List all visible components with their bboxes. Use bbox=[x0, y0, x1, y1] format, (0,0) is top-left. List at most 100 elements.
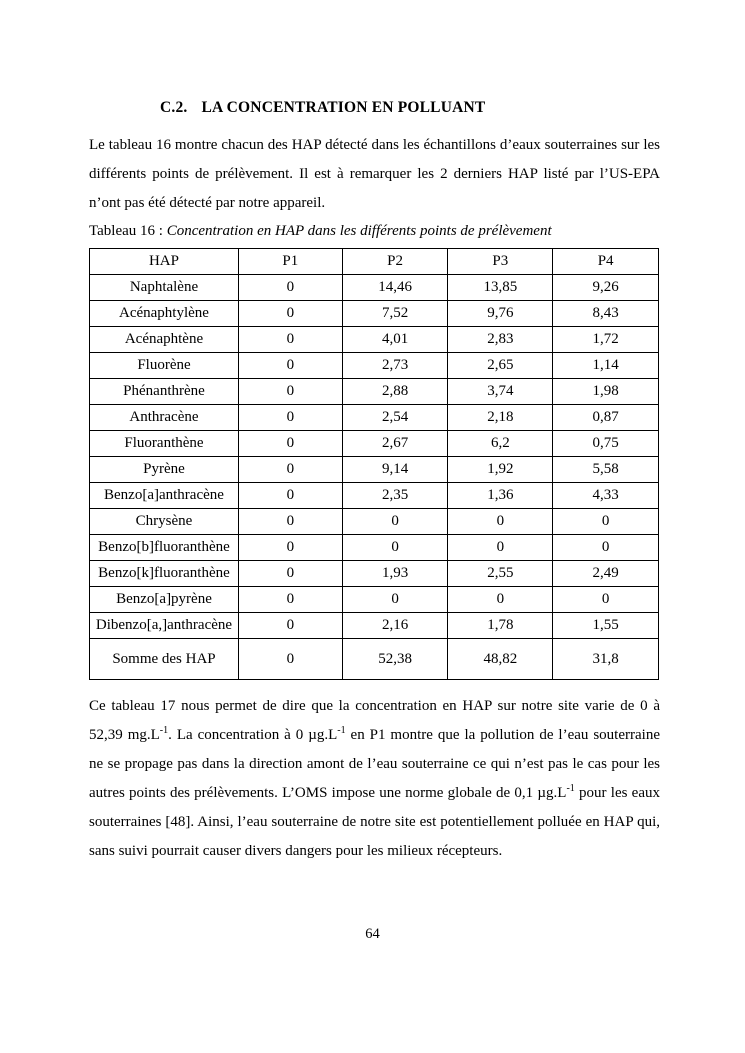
page-content: C.2. LA CONCENTRATION EN POLLUANT Le tabl… bbox=[89, 99, 660, 866]
table-cell: 0 bbox=[237, 534, 343, 561]
table-row: Benzo[k]fluoranthène 0 1,93 2,55 2,49 bbox=[89, 560, 659, 587]
table-cell: 0 bbox=[447, 534, 554, 561]
table-header-cell: HAP bbox=[89, 248, 239, 275]
table-cell: 0 bbox=[552, 534, 659, 561]
table-cell: Fluoranthène bbox=[89, 430, 239, 457]
table-cell: 0,75 bbox=[552, 430, 659, 457]
table-cell: 14,46 bbox=[341, 274, 449, 301]
table-row: Dibenzo[a,]anthracène 0 2,16 1,78 1,55 bbox=[89, 612, 659, 639]
table-cell: 0 bbox=[237, 378, 343, 405]
hap-table: HAP P1 P2 P3 P4 Naphtalène 0 14,46 13,85 9,26 Acé… bbox=[89, 248, 659, 680]
table-row: Naphtalène 0 14,46 13,85 9,26 bbox=[89, 274, 659, 301]
table-cell: 0,87 bbox=[552, 404, 659, 431]
table-cell: 1,98 bbox=[552, 378, 659, 405]
table-header-cell: P1 bbox=[237, 248, 343, 275]
table-caption: Tableau 16 : Concentration en HAP dans l… bbox=[89, 220, 660, 242]
table-cell: 0 bbox=[237, 612, 343, 639]
table-cell: 0 bbox=[341, 534, 449, 561]
table-cell: 2,35 bbox=[341, 482, 449, 509]
table-cell: 0 bbox=[341, 586, 449, 613]
unit-exponent: -1 bbox=[337, 725, 346, 736]
table-cell: Acénaphtène bbox=[89, 326, 239, 353]
table-cell: Fluorène bbox=[89, 352, 239, 379]
table-header-cell: P4 bbox=[552, 248, 659, 275]
table-header-row: HAP P1 P2 P3 P4 bbox=[89, 248, 659, 275]
table-cell: 0 bbox=[237, 586, 343, 613]
table-cell: 2,18 bbox=[447, 404, 554, 431]
table-cell: 48,82 bbox=[447, 638, 554, 680]
table-cell: 0 bbox=[237, 274, 343, 301]
table-row: Benzo[a]anthracène 0 2,35 1,36 4,33 bbox=[89, 482, 659, 509]
table-cell: 3,74 bbox=[447, 378, 554, 405]
table-row: Acénaphtène 0 4,01 2,83 1,72 bbox=[89, 326, 659, 353]
table-cell: Dibenzo[a,]anthracène bbox=[89, 612, 239, 639]
table-cell: 0 bbox=[237, 482, 343, 509]
table-cell: 31,8 bbox=[552, 638, 659, 680]
section-number: C.2. bbox=[160, 99, 188, 116]
table-cell: 4,33 bbox=[552, 482, 659, 509]
table-cell: 2,54 bbox=[341, 404, 449, 431]
table-cell: Benzo[k]fluoranthène bbox=[89, 560, 239, 587]
table-cell: Pyrène bbox=[89, 456, 239, 483]
intro-paragraph: Le tableau 16 montre chacun des HAP déte… bbox=[89, 137, 660, 211]
table-cell: Phénanthrène bbox=[89, 378, 239, 405]
table-cell: 5,58 bbox=[552, 456, 659, 483]
table-cell: 52,38 bbox=[341, 638, 449, 680]
table-cell: Acénaphtylène bbox=[89, 300, 239, 327]
table-cell: 0 bbox=[237, 560, 343, 587]
table-cell: 1,55 bbox=[552, 612, 659, 639]
table-cell: 1,93 bbox=[341, 560, 449, 587]
table-cell: 2,67 bbox=[341, 430, 449, 457]
table-cell: Benzo[a]pyrène bbox=[89, 586, 239, 613]
section-heading: C.2. LA CONCENTRATION EN POLLUANT bbox=[89, 99, 660, 117]
table-cell: 1,72 bbox=[552, 326, 659, 353]
caption-title: Concentration en HAP dans les différents… bbox=[166, 223, 552, 239]
table-cell: 2,55 bbox=[447, 560, 554, 587]
table-row: Chrysène 0 0 0 0 bbox=[89, 508, 659, 535]
table-cell: 4,01 bbox=[341, 326, 449, 353]
table-header-cell: P2 bbox=[341, 248, 449, 275]
table-cell: 1,36 bbox=[447, 482, 554, 509]
table-cell: 0 bbox=[237, 456, 343, 483]
table-cell: 0 bbox=[237, 638, 343, 680]
table-cell: 0 bbox=[237, 352, 343, 379]
table-cell: 0 bbox=[552, 508, 659, 535]
table-cell: 8,43 bbox=[552, 300, 659, 327]
table-row: Anthracène 0 2,54 2,18 0,87 bbox=[89, 404, 659, 431]
table-row: Benzo[a]pyrène 0 0 0 0 bbox=[89, 586, 659, 613]
table-cell: 1,92 bbox=[447, 456, 554, 483]
table-cell: Naphtalène bbox=[89, 274, 239, 301]
table-cell: 2,49 bbox=[552, 560, 659, 587]
table-cell: 9,14 bbox=[341, 456, 449, 483]
table-cell: 1,14 bbox=[552, 352, 659, 379]
table-cell: 0 bbox=[341, 508, 449, 535]
table-cell: 0 bbox=[237, 326, 343, 353]
table-cell: 0 bbox=[447, 586, 554, 613]
table-cell: 2,16 bbox=[341, 612, 449, 639]
table-cell: Anthracène bbox=[89, 404, 239, 431]
table-cell: Somme des HAP bbox=[89, 638, 239, 680]
table-cell: 2,88 bbox=[341, 378, 449, 405]
table-cell: 0 bbox=[237, 430, 343, 457]
table-cell: 0 bbox=[237, 404, 343, 431]
table-cell: 9,76 bbox=[447, 300, 554, 327]
table-cell: 0 bbox=[237, 508, 343, 535]
table-row: Fluorène 0 2,73 2,65 1,14 bbox=[89, 352, 659, 379]
table-cell: 0 bbox=[447, 508, 554, 535]
section-title: LA CONCENTRATION EN POLLUANT bbox=[201, 99, 486, 116]
table-cell: 6,2 bbox=[447, 430, 554, 457]
analysis-paragraph: Ce tableau 17 nous permet de dire que la… bbox=[89, 698, 660, 859]
table-cell: 1,78 bbox=[447, 612, 554, 639]
unit-exponent: -1 bbox=[566, 783, 575, 794]
caption-label: Tableau 16 : bbox=[89, 223, 163, 239]
table-cell: 2,73 bbox=[341, 352, 449, 379]
unit-exponent: -1 bbox=[159, 725, 169, 736]
table-cell: 2,83 bbox=[447, 326, 554, 353]
table-row: Somme des HAP 0 52,38 48,82 31,8 bbox=[89, 638, 659, 680]
table-cell: 0 bbox=[552, 586, 659, 613]
table-row: Pyrène 0 9,14 1,92 5,58 bbox=[89, 456, 659, 483]
table-cell: 7,52 bbox=[341, 300, 449, 327]
table-cell: 13,85 bbox=[447, 274, 554, 301]
page-number: 64 bbox=[365, 926, 380, 942]
